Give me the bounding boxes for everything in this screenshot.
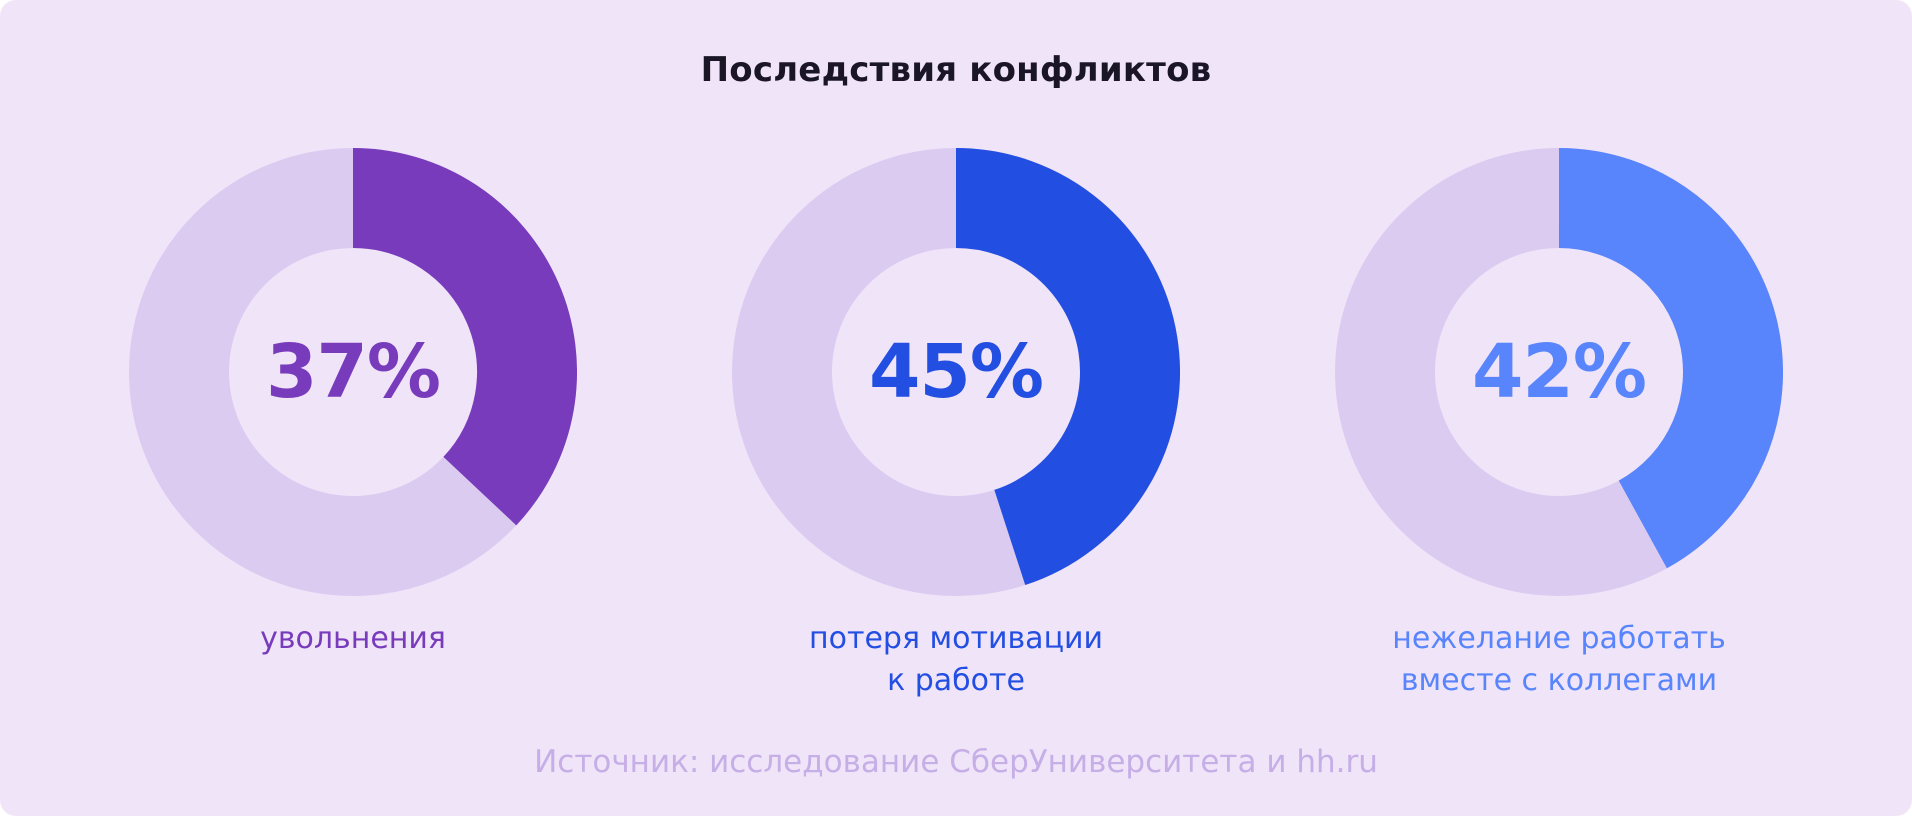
- donut-chart-colleagues-unwilling: 42%: [1335, 148, 1783, 596]
- donut-caption: увольнения: [260, 621, 446, 656]
- donut-caption: нежелание работать вместе с коллегами: [1392, 621, 1726, 698]
- donut-value: 42%: [1471, 329, 1647, 415]
- donut-value: 45%: [868, 329, 1044, 415]
- chart-title: Последствия конфликтов: [700, 50, 1212, 90]
- source-note: Источник: исследование СберУниверситета …: [534, 744, 1378, 780]
- donut-segment: [954, 148, 1180, 586]
- donut-segment: [1557, 148, 1783, 569]
- donut-chart-dismissals: 37%: [129, 148, 577, 596]
- donut-segment: [351, 148, 577, 526]
- donut-chart-motivation-loss: 45%: [732, 148, 1180, 596]
- donut-value: 37%: [265, 329, 441, 415]
- donut-caption: потеря мотивации к работе: [809, 621, 1103, 698]
